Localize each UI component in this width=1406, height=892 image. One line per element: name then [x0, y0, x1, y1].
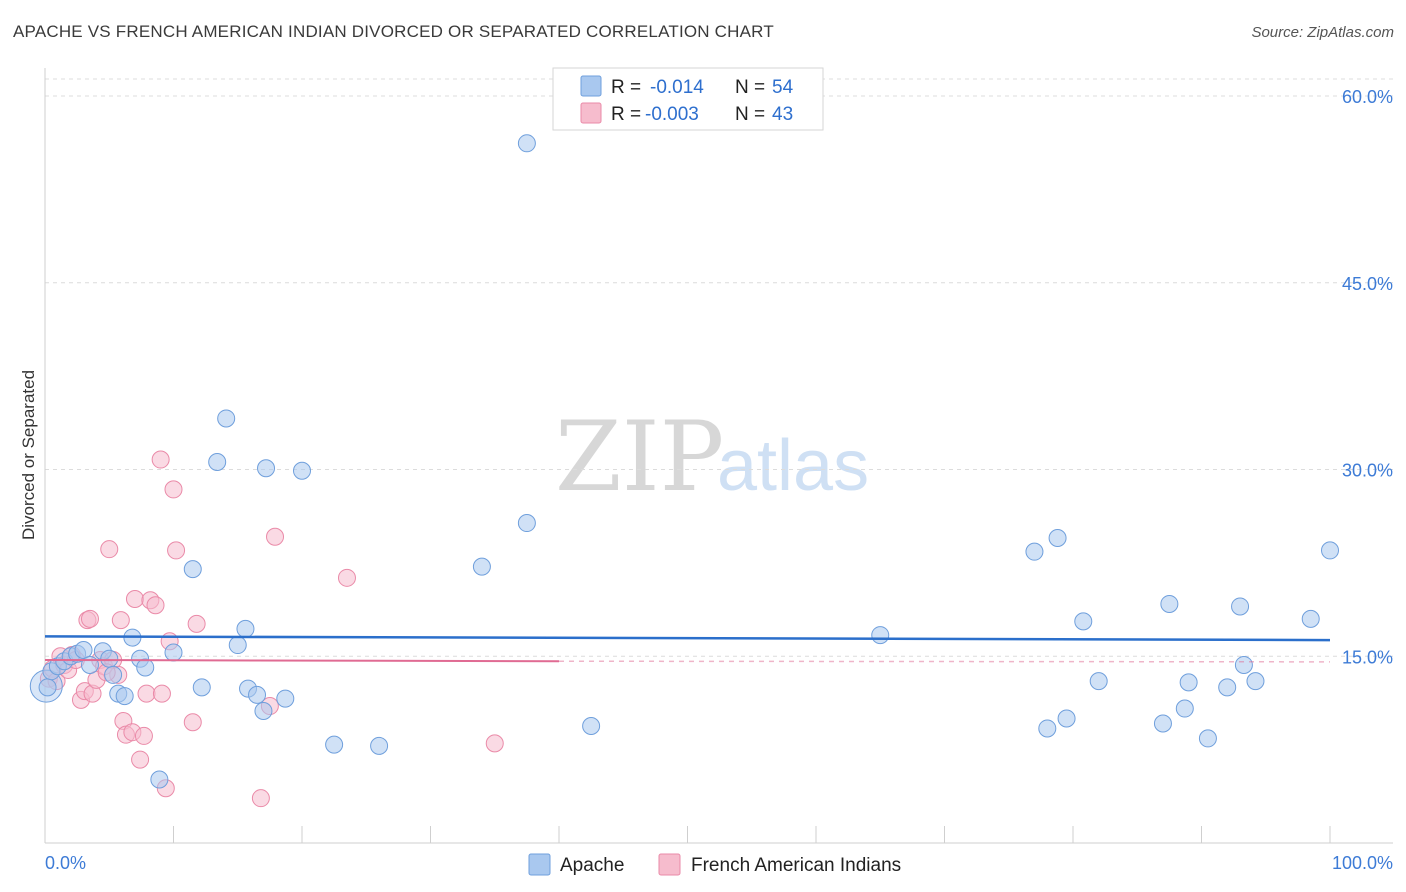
french-point-11 — [80, 609, 99, 628]
apache-point-33 — [517, 514, 536, 533]
apache-point-51 — [1246, 672, 1265, 691]
bottom-legend-label-apache: Apache — [560, 855, 624, 876]
bottom-legend-label-french: French American Indians — [691, 855, 901, 876]
french-point-24 — [131, 750, 150, 769]
apache-point-26 — [254, 702, 273, 721]
apache-point-41 — [1074, 612, 1093, 631]
legend-n-value-apache: 54 — [772, 77, 794, 98]
french-point-38 — [337, 568, 356, 587]
apache-point-20 — [208, 453, 227, 472]
apache-point-44 — [1160, 594, 1179, 613]
french-point-23 — [125, 589, 144, 608]
apache-point-42 — [1089, 672, 1108, 691]
chart-title: APACHE VS FRENCH AMERICAN INDIAN DIVORCE… — [13, 22, 774, 41]
apache-point-46 — [1179, 673, 1198, 692]
y-tick-label-45: 45.0% — [1342, 274, 1393, 294]
apache-point-45 — [1175, 699, 1194, 718]
french-point-32 — [167, 541, 186, 560]
apache-point-49 — [1231, 597, 1250, 616]
legend-r-label-french: R = — [611, 104, 641, 125]
french-point-28 — [151, 450, 170, 469]
apache-trend-line — [44, 635, 1331, 642]
french-point-41 — [134, 726, 153, 745]
apache-point-0 — [38, 678, 57, 697]
legend-box: R = -0.014 N = 54 R = -0.003 N = 43 — [552, 67, 824, 131]
source-label: Source: ZipAtlas.com — [1251, 24, 1394, 41]
apache-point-37 — [1025, 542, 1044, 561]
legend-r-value-french: -0.003 — [645, 104, 699, 125]
bottom-legend: Apache French American Indians — [528, 853, 901, 876]
french-point-16 — [100, 540, 119, 559]
apache-point-15 — [136, 658, 155, 677]
apache-point-39 — [1048, 528, 1067, 547]
y-tick-label-60: 60.0% — [1342, 87, 1393, 107]
y-tick-label-15: 15.0% — [1342, 647, 1393, 667]
apache-point-10 — [104, 665, 123, 684]
apache-point-52 — [1301, 609, 1320, 628]
x-tick-label-max: 100.0% — [1332, 853, 1393, 873]
apache-point-19 — [192, 678, 211, 697]
french-point-39 — [485, 734, 504, 753]
apache-point-43 — [1153, 714, 1172, 733]
trend-lines — [44, 635, 1331, 663]
french-points — [39, 450, 504, 808]
french-trend-dashed — [558, 660, 1331, 663]
apache-point-36 — [871, 626, 890, 645]
apache-point-23 — [236, 619, 255, 638]
legend-n-label-french: N = — [735, 104, 765, 125]
y-tick-label-30: 30.0% — [1342, 461, 1393, 481]
x-tick-label-min: 0.0% — [45, 853, 86, 873]
french-point-37 — [266, 527, 285, 546]
apache-point-18 — [183, 560, 202, 579]
apache-point-21 — [217, 409, 236, 428]
french-trend-line — [44, 658, 560, 663]
apache-points — [29, 134, 1339, 789]
legend-swatch-apache — [580, 75, 602, 97]
apache-point-47 — [1198, 729, 1217, 748]
legend-r-label-apache: R = — [611, 77, 641, 98]
legend-n-label-apache: N = — [735, 77, 765, 98]
axes — [44, 68, 1393, 844]
french-point-25 — [137, 684, 156, 703]
apache-point-25 — [248, 685, 267, 704]
apache-point-27 — [257, 459, 276, 478]
french-point-19 — [111, 611, 130, 630]
apache-point-50 — [1234, 655, 1253, 674]
y-tick-labels: 15.0% 30.0% 45.0% 60.0% — [1342, 87, 1393, 667]
apache-point-22 — [228, 636, 247, 655]
legend-r-value-apache: -0.014 — [650, 77, 704, 98]
apache-point-34 — [517, 134, 536, 153]
apache-point-7 — [80, 655, 99, 674]
apache-point-30 — [325, 735, 344, 754]
apache-point-40 — [1057, 709, 1076, 728]
legend-n-value-french: 43 — [772, 104, 793, 125]
french-point-31 — [164, 480, 183, 499]
apache-point-16 — [150, 770, 169, 789]
apache-point-38 — [1038, 719, 1057, 738]
apache-point-28 — [276, 689, 295, 708]
french-point-35 — [251, 789, 270, 808]
legend-swatch-french — [580, 102, 602, 124]
watermark-zip: ZIP — [555, 401, 724, 513]
apache-point-6 — [74, 641, 93, 660]
apache-point-32 — [472, 557, 491, 576]
apache-point-48 — [1218, 678, 1237, 697]
french-point-34 — [187, 614, 206, 633]
bottom-legend-swatch-apache — [528, 853, 551, 876]
bottom-legend-swatch-french — [658, 853, 681, 876]
apache-point-31 — [370, 736, 389, 755]
french-point-40 — [152, 684, 171, 703]
grid-lines — [45, 78, 1393, 657]
apache-point-35 — [582, 716, 601, 735]
y-axis-title: Divorced or Separated — [19, 370, 38, 540]
apache-point-29 — [293, 461, 311, 480]
french-point-33 — [183, 713, 202, 732]
apache-point-17 — [164, 643, 183, 662]
apache-point-9 — [100, 649, 119, 668]
apache-point-12 — [115, 687, 134, 706]
watermark-atlas: atlas — [717, 426, 869, 506]
french-point-27 — [146, 596, 165, 615]
apache-point-53 — [1321, 541, 1339, 560]
